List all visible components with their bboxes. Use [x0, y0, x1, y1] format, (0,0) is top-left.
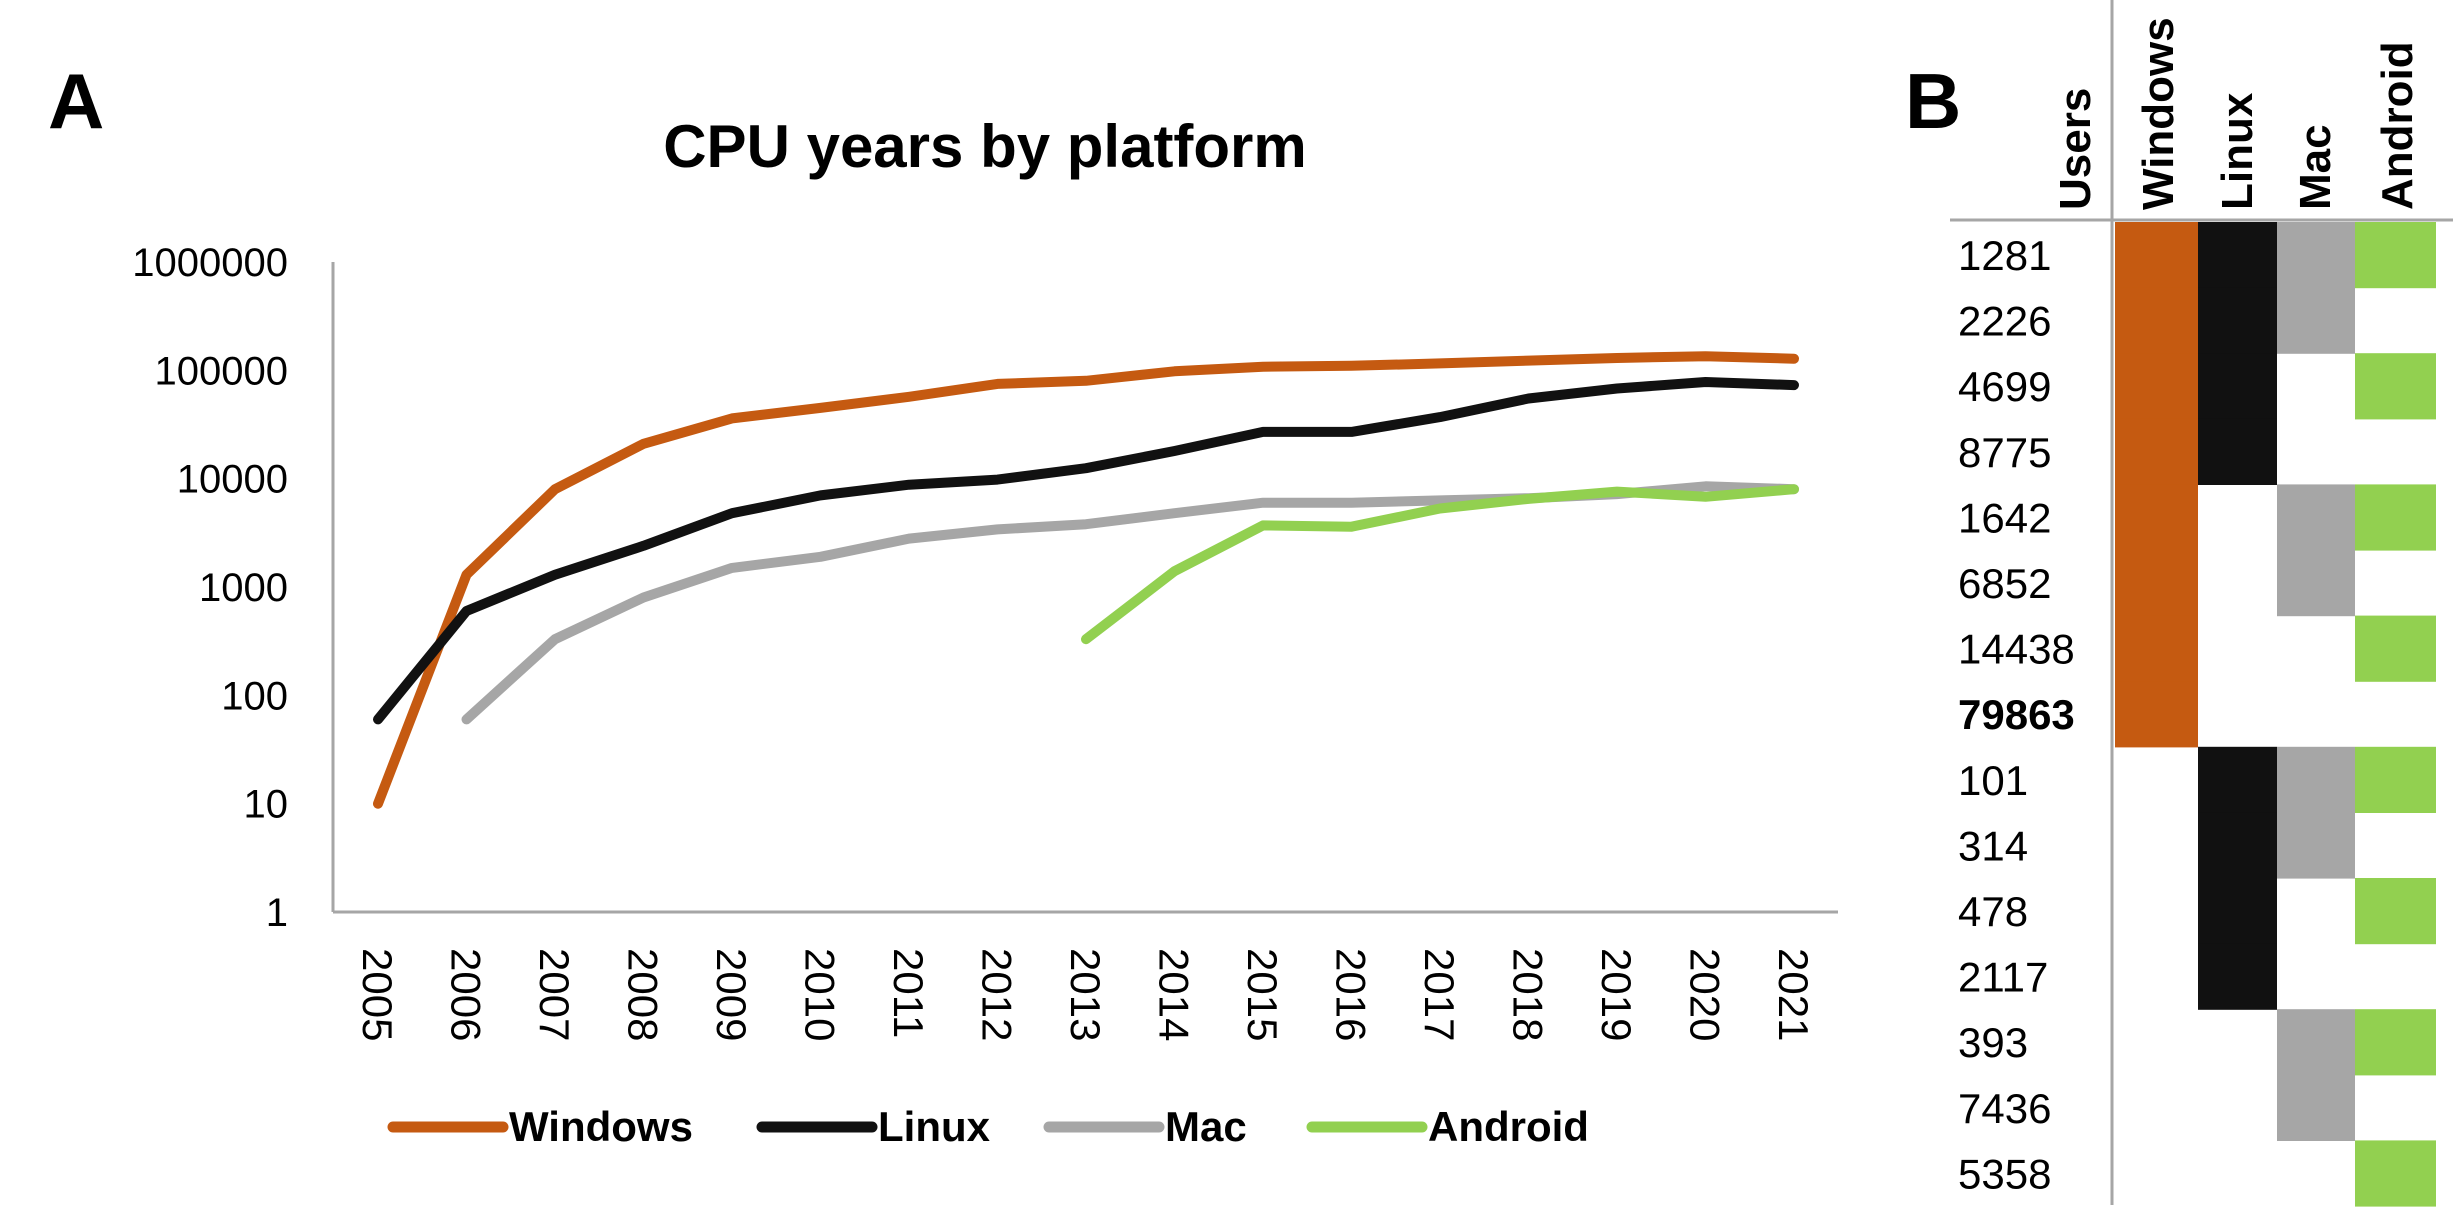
x-tick-label: 2011	[885, 948, 932, 1038]
table-cell-windows	[2115, 550, 2198, 617]
y-tick-label: 100	[221, 674, 288, 718]
x-tick-label: 2015	[1239, 948, 1286, 1041]
table-cell-android	[2355, 878, 2436, 945]
table-cell-android	[2355, 746, 2436, 813]
table-cell-linux	[2198, 943, 2277, 1010]
table-users-value: 2226	[1958, 298, 2051, 345]
table-cell-mac	[2277, 1009, 2355, 1076]
table-cell-linux	[2198, 812, 2277, 879]
table-header-users: Users	[2051, 88, 2100, 210]
legend-label-android: Android	[1428, 1103, 1589, 1150]
table-users-value: 1281	[1958, 232, 2051, 279]
y-tick-label: 100000	[155, 349, 288, 393]
legend-label-mac: Mac	[1165, 1103, 1247, 1150]
table-cell-android	[2355, 1140, 2436, 1207]
table-cell-android	[2355, 353, 2436, 420]
table-cell-mac	[2277, 550, 2355, 617]
table-cell-android	[2355, 222, 2436, 289]
table-cell-linux	[2198, 353, 2277, 420]
series-line-linux	[373, 377, 1799, 725]
platform-combination-table: Users Windows Linux Mac Android 1281 2226 4699 8…	[1950, 0, 2453, 1207]
y-tick-label: 1	[266, 891, 288, 935]
panel-label-b: B	[1905, 57, 1961, 145]
table-cell-mac	[2277, 484, 2355, 551]
table-cell-windows	[2115, 353, 2198, 420]
y-tick-label: 1000	[199, 566, 288, 610]
table-cell-windows	[2115, 418, 2198, 485]
table-users-value: 314	[1958, 822, 2028, 869]
legend-label-windows: Windows	[509, 1103, 693, 1150]
table-users-value: 8775	[1958, 429, 2051, 476]
x-tick-label: 2007	[531, 948, 578, 1041]
table-cell-mac	[2277, 1074, 2355, 1141]
table-cell-windows	[2115, 222, 2198, 289]
legend-label-linux: Linux	[878, 1103, 991, 1150]
table-header-windows: Windows	[2134, 17, 2183, 210]
table-cell-windows	[2115, 484, 2198, 551]
table-users-value: 79863	[1958, 691, 2075, 738]
x-tick-label: 2013	[1062, 948, 1109, 1041]
table-cell-android	[2355, 484, 2436, 551]
x-tick-label: 2016	[1328, 948, 1375, 1041]
table-users-value: 6852	[1958, 560, 2051, 607]
series-line-android	[1081, 484, 1799, 645]
table-users-value: 14438	[1958, 626, 2075, 673]
table-cell-windows	[2115, 681, 2198, 748]
table-cell-linux	[2198, 746, 2277, 813]
y-tick-label: 10	[244, 783, 289, 827]
table-users-value: 7436	[1958, 1085, 2051, 1132]
table-cell-linux	[2198, 287, 2277, 354]
x-tick-label: 2012	[974, 948, 1021, 1041]
x-tick-label: 2021	[1770, 948, 1817, 1041]
table-users-value: 5358	[1958, 1150, 2051, 1197]
table-cell-linux	[2198, 878, 2277, 945]
table-users-value: 2117	[1958, 954, 2048, 1001]
table-users-value: 101	[1958, 757, 2028, 804]
table-cell-android	[2355, 1009, 2436, 1076]
table-users-value: 478	[1958, 888, 2028, 935]
panel-label-a: A	[48, 57, 104, 145]
table-header-mac: Mac	[2291, 124, 2340, 210]
table-users-value: 393	[1958, 1019, 2028, 1066]
x-tick-label: 2014	[1151, 948, 1198, 1041]
y-tick-label: 1000000	[132, 241, 288, 285]
chart-legend: Windows Linux Mac Android	[387, 1103, 1589, 1150]
table-cell-android	[2355, 615, 2436, 682]
x-tick-label: 2006	[443, 948, 490, 1041]
table-header-android: Android	[2373, 41, 2422, 210]
x-tick-label: 2009	[708, 948, 755, 1041]
table-users-value: 1642	[1958, 494, 2051, 541]
line-chart-plot-area: 1 10 100 1000 10000 100000 1000000 2005 2006 2007…	[132, 241, 1838, 1041]
y-tick-label: 10000	[177, 458, 288, 502]
x-tick-label: 2005	[354, 948, 401, 1041]
table-cell-linux	[2198, 222, 2277, 289]
x-tick-label: 2008	[620, 948, 667, 1041]
table-cell-mac	[2277, 287, 2355, 354]
table-cell-mac	[2277, 812, 2355, 879]
series-line-windows	[373, 351, 1799, 809]
table-cell-linux	[2198, 418, 2277, 485]
table-cell-mac	[2277, 222, 2355, 289]
x-tick-label: 2019	[1593, 948, 1640, 1041]
table-cell-mac	[2277, 746, 2355, 813]
x-tick-label: 2017	[1416, 948, 1463, 1041]
x-tick-label: 2018	[1505, 948, 1552, 1041]
chart-title: CPU years by platform	[663, 113, 1307, 180]
x-tick-label: 2010	[797, 948, 844, 1041]
table-cell-windows	[2115, 615, 2198, 682]
table-header-linux: Linux	[2213, 92, 2262, 210]
table-users-value: 4699	[1958, 363, 2051, 410]
x-tick-label: 2020	[1682, 948, 1729, 1041]
table-cell-windows	[2115, 287, 2198, 354]
